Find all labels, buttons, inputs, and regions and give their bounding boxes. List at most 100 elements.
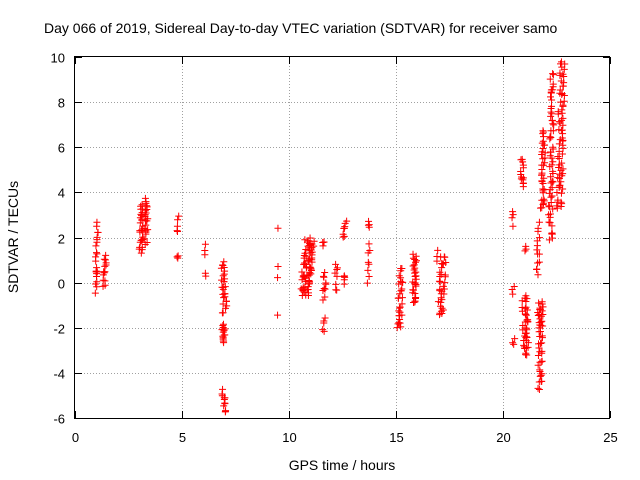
data-point	[396, 290, 404, 298]
data-point	[339, 230, 347, 238]
data-point	[510, 340, 518, 348]
data-point	[548, 86, 556, 94]
data-point	[397, 287, 405, 295]
data-point	[332, 260, 340, 268]
data-point	[395, 272, 403, 280]
data-point	[535, 234, 543, 242]
data-point	[549, 127, 557, 135]
data-point	[222, 407, 230, 415]
data-point	[274, 274, 282, 282]
data-point	[365, 221, 373, 229]
data-point	[557, 178, 565, 186]
x-tick-label: 20	[496, 430, 510, 445]
data-point	[441, 253, 449, 261]
data-point	[535, 258, 543, 266]
data-point	[537, 371, 545, 379]
data-point	[299, 284, 307, 292]
data-point	[509, 208, 517, 216]
data-point	[555, 147, 563, 155]
data-point	[365, 217, 373, 225]
data-point	[539, 127, 547, 135]
data-point	[559, 101, 567, 109]
data-point	[549, 71, 557, 79]
data-point	[511, 335, 519, 343]
data-point	[343, 217, 351, 225]
data-point	[93, 218, 101, 226]
data-point	[220, 402, 228, 410]
data-point	[541, 149, 549, 157]
data-point	[536, 366, 544, 374]
data-point	[539, 144, 547, 152]
data-point	[322, 279, 330, 287]
data-point	[301, 249, 309, 257]
data-point	[340, 224, 348, 232]
data-point	[142, 207, 150, 215]
data-point	[136, 227, 144, 235]
data-points	[91, 58, 569, 416]
data-point	[538, 339, 546, 347]
data-point	[509, 211, 517, 219]
data-point	[299, 272, 307, 280]
data-point	[518, 297, 526, 305]
data-point	[535, 310, 543, 318]
data-point	[555, 182, 563, 190]
data-point	[221, 331, 229, 339]
data-point	[534, 224, 542, 232]
data-point	[219, 300, 227, 308]
data-point	[556, 86, 564, 94]
data-point	[558, 159, 566, 167]
data-point	[201, 246, 209, 254]
data-point	[533, 265, 541, 273]
data-point	[535, 299, 543, 307]
data-point	[409, 262, 417, 270]
data-point	[534, 271, 542, 279]
data-point	[92, 242, 100, 250]
x-tick-label: 5	[179, 430, 186, 445]
data-point	[441, 271, 449, 279]
data-point	[394, 294, 402, 302]
data-point	[549, 80, 557, 88]
data-point	[557, 77, 565, 85]
data-point	[411, 298, 419, 306]
data-point	[554, 196, 562, 204]
data-point	[364, 266, 372, 274]
data-point	[411, 289, 419, 297]
data-point	[140, 225, 148, 233]
data-point	[331, 269, 339, 277]
data-point	[300, 260, 308, 268]
data-point	[533, 246, 541, 254]
data-point	[517, 175, 525, 183]
data-point	[364, 258, 372, 266]
data-point	[534, 361, 542, 369]
data-point	[142, 198, 150, 206]
data-point	[538, 347, 546, 355]
data-point	[546, 93, 554, 101]
data-point	[398, 300, 406, 308]
data-point	[519, 183, 527, 191]
data-point	[137, 202, 145, 210]
data-point	[305, 271, 313, 279]
data-point	[554, 108, 562, 116]
y-tick-label: 6	[58, 141, 65, 156]
data-point	[436, 268, 444, 276]
data-point	[411, 295, 419, 303]
data-point	[535, 218, 543, 226]
data-point	[320, 273, 328, 281]
data-point	[173, 253, 181, 261]
data-point	[559, 70, 567, 78]
data-point	[219, 309, 227, 317]
data-point	[100, 269, 108, 277]
data-point	[333, 264, 341, 272]
data-point	[398, 294, 406, 302]
data-point	[556, 181, 564, 189]
data-point	[508, 214, 516, 222]
data-point	[321, 269, 329, 277]
data-point	[558, 106, 566, 114]
x-tick-label: 0	[72, 430, 79, 445]
data-point	[302, 252, 310, 260]
y-tick-label: 2	[58, 232, 65, 247]
y-tick-label: 4	[58, 186, 65, 201]
data-point	[174, 252, 182, 260]
data-point	[549, 70, 557, 78]
